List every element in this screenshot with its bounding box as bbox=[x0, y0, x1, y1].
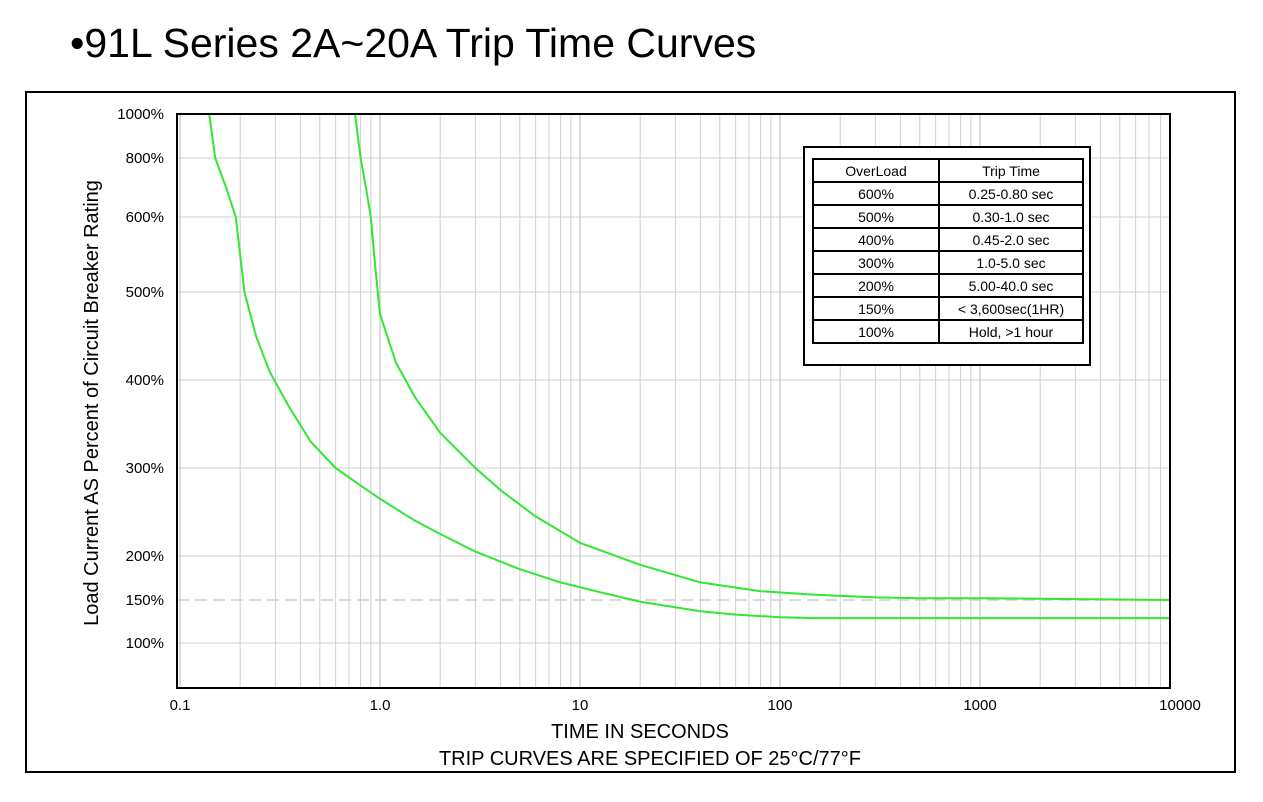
y-tick-label: 150% bbox=[126, 592, 164, 609]
series-line-2 bbox=[354, 113, 1171, 601]
series-line-1 bbox=[208, 113, 1170, 620]
table-cell-overload: 150% bbox=[812, 296, 940, 321]
x-tick-label: 10000 bbox=[1159, 697, 1201, 714]
x-tick-label: 0.1 bbox=[170, 697, 191, 714]
table-row: 200% 5.00-40.0 sec bbox=[812, 273, 1084, 298]
y-tick-labels: 100% 150% 200% 300% 400% 500% 600% 800% 1000% bbox=[117, 106, 164, 652]
x-axis-label: TIME IN SECONDS bbox=[551, 721, 729, 743]
plot-border bbox=[176, 113, 1171, 689]
x-tick-label: 100 bbox=[767, 697, 792, 714]
table-cell-trip-time: 0.45-2.0 sec bbox=[938, 227, 1084, 252]
chart-subtitle: TRIP CURVES ARE SPECIFIED OF 25°C/77°F bbox=[439, 748, 861, 770]
y-tick-label: 600% bbox=[126, 209, 164, 226]
table-cell-trip-time: 0.25-0.80 sec bbox=[938, 181, 1084, 206]
series-group bbox=[208, 113, 1171, 620]
table-cell-trip-time: < 3,600sec(1HR) bbox=[938, 296, 1084, 321]
table-header-trip-time: Trip Time bbox=[938, 158, 1084, 183]
table-row: 600% 0.25-0.80 sec bbox=[812, 181, 1084, 206]
table-header-overload: OverLoad bbox=[812, 158, 940, 183]
table-cell-trip-time: 5.00-40.0 sec bbox=[938, 273, 1084, 298]
table-cell-overload: 100% bbox=[812, 319, 940, 344]
table-cell-trip-time: 0.30-1.0 sec bbox=[938, 204, 1084, 229]
table-cell-overload: 200% bbox=[812, 273, 940, 298]
table-cell-overload: 300% bbox=[812, 250, 940, 275]
table-row: 300% 1.0-5.0 sec bbox=[812, 250, 1084, 275]
y-tick-label: 500% bbox=[126, 284, 164, 301]
y-tick-label: 300% bbox=[126, 460, 164, 477]
table-cell-trip-time: Hold, >1 hour bbox=[938, 319, 1084, 344]
y-tick-label: 800% bbox=[126, 150, 164, 167]
x-tick-label: 10 bbox=[572, 697, 589, 714]
table-row: 400% 0.45-2.0 sec bbox=[812, 227, 1084, 252]
table-header-row: OverLoad Trip Time bbox=[812, 158, 1084, 183]
x-tick-labels: 0.1 1.0 10 100 1000 10000 bbox=[170, 697, 1201, 714]
table-cell-overload: 600% bbox=[812, 181, 940, 206]
y-tick-label: 1000% bbox=[117, 106, 164, 123]
table-cell-overload: 500% bbox=[812, 204, 940, 229]
y-tick-label: 400% bbox=[126, 372, 164, 389]
x-tick-label: 1.0 bbox=[370, 697, 391, 714]
table-cell-overload: 400% bbox=[812, 227, 940, 252]
table-row: 500% 0.30-1.0 sec bbox=[812, 204, 1084, 229]
x-tick-label: 1000 bbox=[963, 697, 996, 714]
y-tick-label: 100% bbox=[126, 635, 164, 652]
y-axis-label: Load Current AS Percent of Circuit Break… bbox=[81, 180, 103, 626]
trip-time-table-box: OverLoad Trip Time 600% 0.25-0.80 sec 50… bbox=[803, 146, 1091, 366]
table-row: 150% < 3,600sec(1HR) bbox=[812, 296, 1084, 321]
grid-lines bbox=[177, 113, 1170, 688]
trip-time-table: OverLoad Trip Time 600% 0.25-0.80 sec 50… bbox=[812, 158, 1084, 344]
chart-frame bbox=[25, 91, 1236, 773]
table-row: 100% Hold, >1 hour bbox=[812, 319, 1084, 344]
page-title: •91L Series 2A~20A Trip Time Curves bbox=[70, 20, 757, 66]
table-cell-trip-time: 1.0-5.0 sec bbox=[938, 250, 1084, 275]
y-tick-label: 200% bbox=[126, 548, 164, 565]
